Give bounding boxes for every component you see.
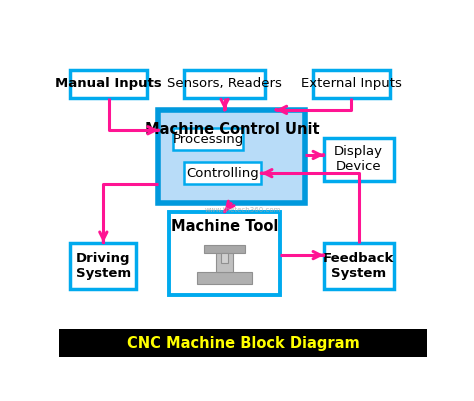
Text: Controlling: Controlling xyxy=(186,167,259,180)
Bar xyxy=(221,253,228,263)
Bar xyxy=(59,329,427,357)
Bar xyxy=(217,252,233,272)
Text: Processing: Processing xyxy=(173,133,244,146)
Text: Display
Device: Display Device xyxy=(334,145,383,173)
FancyBboxPatch shape xyxy=(173,128,243,150)
Text: External Inputs: External Inputs xyxy=(301,77,402,90)
Text: Machine Control Unit: Machine Control Unit xyxy=(145,122,319,137)
FancyBboxPatch shape xyxy=(313,70,390,97)
Text: Machine Tool: Machine Tool xyxy=(171,219,278,235)
FancyBboxPatch shape xyxy=(324,138,393,181)
FancyBboxPatch shape xyxy=(70,243,137,289)
Text: Sensors, Readers: Sensors, Readers xyxy=(167,77,282,90)
Bar xyxy=(197,272,252,284)
Bar xyxy=(204,245,245,253)
FancyBboxPatch shape xyxy=(158,110,305,203)
FancyBboxPatch shape xyxy=(169,212,280,295)
Text: www.thetech360.com: www.thetech360.com xyxy=(205,207,281,213)
Text: Manual Inputs: Manual Inputs xyxy=(55,77,162,90)
Text: CNC Machine Block Diagram: CNC Machine Block Diagram xyxy=(127,336,359,351)
Text: Driving
System: Driving System xyxy=(76,252,131,280)
FancyBboxPatch shape xyxy=(184,162,261,184)
FancyBboxPatch shape xyxy=(184,70,265,97)
FancyBboxPatch shape xyxy=(324,243,393,289)
Text: Feedback
System: Feedback System xyxy=(323,252,394,280)
FancyBboxPatch shape xyxy=(70,70,147,97)
